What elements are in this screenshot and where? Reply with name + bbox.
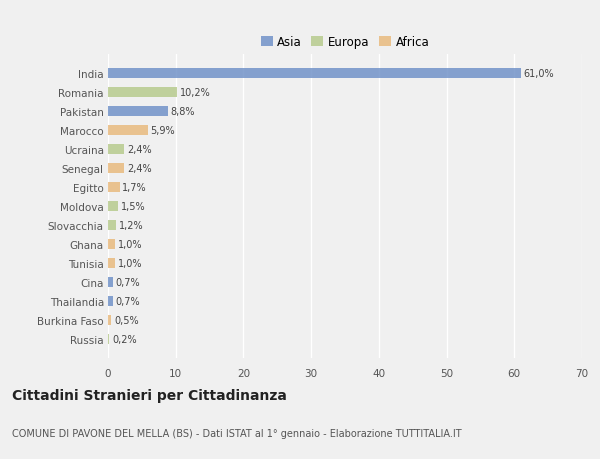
- Bar: [108, 334, 109, 344]
- Bar: [108, 220, 116, 231]
- Bar: [108, 296, 113, 307]
- Bar: [108, 202, 118, 212]
- Text: 5,9%: 5,9%: [151, 126, 175, 136]
- Text: 2,4%: 2,4%: [127, 164, 152, 174]
- Bar: [108, 163, 124, 174]
- Legend: Asia, Europa, Africa: Asia, Europa, Africa: [259, 34, 431, 51]
- Bar: [108, 88, 177, 98]
- Text: 0,2%: 0,2%: [112, 334, 137, 344]
- Bar: [108, 258, 115, 269]
- Bar: [108, 106, 167, 117]
- Bar: [108, 69, 521, 79]
- Text: 1,0%: 1,0%: [118, 240, 142, 249]
- Text: COMUNE DI PAVONE DEL MELLA (BS) - Dati ISTAT al 1° gennaio - Elaborazione TUTTIT: COMUNE DI PAVONE DEL MELLA (BS) - Dati I…: [12, 428, 461, 438]
- Text: 1,2%: 1,2%: [119, 220, 143, 230]
- Text: 1,0%: 1,0%: [118, 258, 142, 269]
- Text: 0,5%: 0,5%: [114, 315, 139, 325]
- Text: 1,7%: 1,7%: [122, 183, 147, 193]
- Bar: [108, 277, 113, 287]
- Text: 8,8%: 8,8%: [170, 107, 195, 117]
- Bar: [108, 182, 119, 193]
- Text: 0,7%: 0,7%: [115, 296, 140, 306]
- Bar: [108, 126, 148, 136]
- Text: 10,2%: 10,2%: [180, 88, 211, 98]
- Bar: [108, 315, 112, 325]
- Bar: [108, 239, 115, 250]
- Text: 2,4%: 2,4%: [127, 145, 152, 155]
- Text: 1,5%: 1,5%: [121, 202, 145, 212]
- Bar: [108, 145, 124, 155]
- Text: 0,7%: 0,7%: [115, 277, 140, 287]
- Text: 61,0%: 61,0%: [524, 69, 554, 79]
- Text: Cittadini Stranieri per Cittadinanza: Cittadini Stranieri per Cittadinanza: [12, 388, 287, 403]
